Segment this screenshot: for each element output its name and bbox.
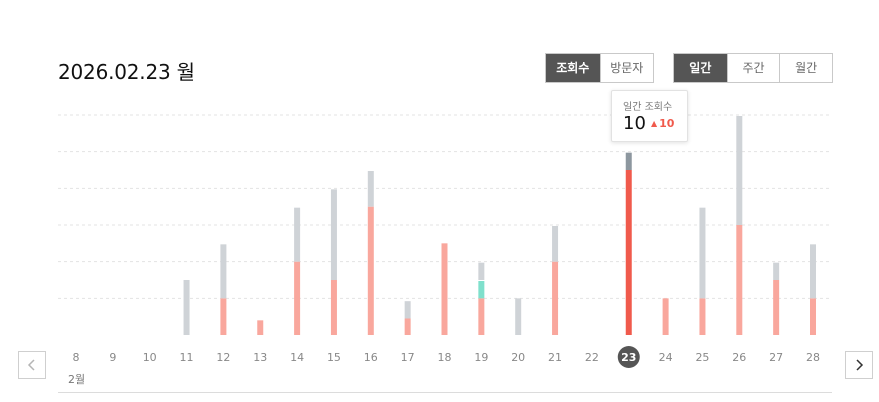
month-label: 2월 bbox=[68, 373, 86, 386]
bar-views[interactable] bbox=[625, 170, 632, 335]
bar-views[interactable] bbox=[810, 298, 816, 335]
chevron-right-icon bbox=[856, 359, 864, 371]
x-tick-label[interactable]: 19 bbox=[474, 351, 488, 364]
bar-views[interactable] bbox=[367, 206, 374, 335]
prev-arrow-button[interactable] bbox=[18, 351, 46, 379]
x-tick-label[interactable]: 21 bbox=[548, 351, 562, 364]
chart-tooltip: 일간 조회수 10 ▲ 10 bbox=[611, 90, 688, 142]
tooltip-value: 10 bbox=[623, 113, 646, 134]
tooltip-delta-value: 10 bbox=[659, 117, 675, 130]
x-tick-label[interactable]: 14 bbox=[290, 351, 304, 364]
x-tick-label[interactable]: 13 bbox=[253, 351, 267, 364]
bar-views[interactable] bbox=[294, 261, 301, 335]
bar-extra-segment[interactable] bbox=[330, 189, 337, 280]
tab-daily[interactable]: 일간 bbox=[674, 54, 727, 82]
bottom-divider bbox=[58, 392, 832, 393]
bar-extra-segment[interactable] bbox=[220, 244, 227, 299]
bar-views[interactable] bbox=[257, 320, 264, 335]
bar-extra-segment[interactable] bbox=[404, 301, 411, 319]
bar-extra-segment[interactable] bbox=[736, 116, 743, 225]
bar-extra-segment[interactable] bbox=[367, 171, 374, 207]
x-tick-label[interactable]: 17 bbox=[401, 351, 415, 364]
tooltip-delta: ▲ 10 bbox=[651, 117, 674, 130]
bar-views[interactable] bbox=[478, 298, 485, 335]
bar-views[interactable] bbox=[552, 261, 559, 335]
x-tick-label[interactable]: 10 bbox=[143, 351, 157, 364]
bar-extra-segment[interactable] bbox=[699, 207, 706, 299]
x-tick-label[interactable]: 11 bbox=[180, 351, 194, 364]
next-arrow-button[interactable] bbox=[845, 351, 873, 379]
tab-views[interactable]: 조회수 bbox=[546, 54, 600, 82]
bar-views[interactable] bbox=[220, 298, 227, 335]
x-tick-label[interactable]: 9 bbox=[109, 351, 116, 364]
x-tick-label[interactable]: 26 bbox=[732, 351, 746, 364]
bar-extra-segment[interactable] bbox=[625, 152, 632, 170]
bar-views[interactable] bbox=[699, 298, 706, 335]
bar-views[interactable] bbox=[404, 318, 411, 336]
bar-extra-segment[interactable] bbox=[810, 244, 816, 299]
bar-views[interactable] bbox=[441, 243, 448, 335]
x-tick-label[interactable]: 12 bbox=[216, 351, 230, 364]
metric-toggle: 조회수 방문자 bbox=[545, 53, 654, 83]
x-tick-label[interactable]: 28 bbox=[806, 351, 820, 364]
x-tick-label[interactable]: 22 bbox=[585, 351, 599, 364]
bar-extra-segment[interactable] bbox=[294, 207, 301, 262]
bar-extra-segment[interactable] bbox=[478, 262, 485, 280]
x-tick-label[interactable]: 25 bbox=[695, 351, 709, 364]
bar-views[interactable] bbox=[330, 280, 337, 335]
page-title: 2026.02.23 월 bbox=[58, 60, 195, 84]
x-tick-label[interactable]: 18 bbox=[438, 351, 452, 364]
bar-extra-segment[interactable] bbox=[183, 280, 190, 335]
bar-extra-segment[interactable] bbox=[552, 226, 559, 262]
tab-monthly[interactable]: 월간 bbox=[779, 54, 832, 82]
tooltip-label: 일간 조회수 bbox=[623, 102, 673, 113]
x-tick-label[interactable]: 24 bbox=[659, 351, 673, 364]
tab-visitors[interactable]: 방문자 bbox=[599, 54, 653, 82]
period-toggle: 일간 주간 월간 bbox=[673, 53, 833, 83]
bar-views[interactable] bbox=[773, 280, 780, 335]
x-tick-label[interactable]: 20 bbox=[511, 351, 525, 364]
bar-extra-segment[interactable] bbox=[773, 262, 780, 280]
x-tick-label[interactable]: 15 bbox=[327, 351, 341, 364]
x-tick-label[interactable]: 16 bbox=[364, 351, 378, 364]
x-tick-label[interactable]: 8 bbox=[73, 351, 80, 364]
bar-views[interactable] bbox=[736, 225, 743, 335]
x-tick-label[interactable]: 23 bbox=[621, 351, 636, 364]
bar-extra-segment[interactable] bbox=[515, 298, 522, 335]
x-tick-label[interactable]: 27 bbox=[769, 351, 783, 364]
bar-views[interactable] bbox=[662, 298, 669, 335]
bar-teal-segment[interactable] bbox=[478, 281, 485, 299]
selected-day-marker bbox=[617, 346, 640, 368]
tab-weekly[interactable]: 주간 bbox=[726, 54, 780, 82]
chevron-left-icon bbox=[27, 359, 35, 371]
up-triangle-icon: ▲ bbox=[651, 119, 658, 128]
